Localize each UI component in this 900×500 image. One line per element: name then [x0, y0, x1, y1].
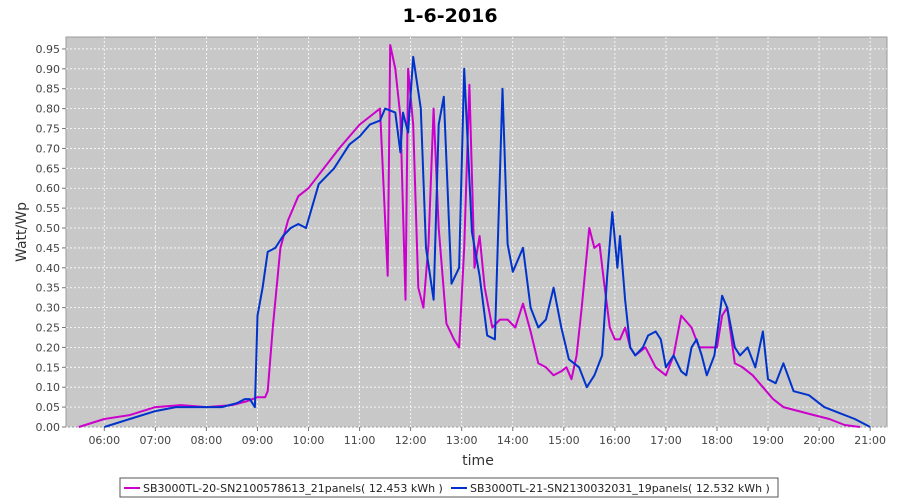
- y-tick-label: 0.65: [36, 162, 61, 175]
- y-tick-label: 0.55: [36, 202, 61, 215]
- x-tick-label: 10:00: [293, 434, 325, 447]
- y-tick-label: 0.50: [36, 222, 61, 235]
- legend: SB3000TL-20-SN2100578613_21panels( 12.45…: [119, 477, 779, 498]
- x-tick-label: 16:00: [599, 434, 631, 447]
- x-tick-label: 15:00: [548, 434, 580, 447]
- series-line-1: [78, 44, 861, 428]
- y-tick-label: 0.45: [36, 242, 61, 255]
- x-tick-label: 07:00: [139, 434, 171, 447]
- y-tick-label: 0.75: [36, 123, 61, 136]
- y-tick-label: 0.40: [36, 262, 61, 275]
- y-tick-label: 0.25: [36, 322, 61, 335]
- x-axis-ticks: 06:00 07:00 08:00 09:00 10:00 11:00 12:00 13:00…: [88, 427, 886, 447]
- x-tick-label: 13:00: [446, 434, 478, 447]
- y-tick-label: 0.05: [36, 401, 61, 414]
- x-tick-label: 12:00: [395, 434, 427, 447]
- x-tick-label: 09:00: [242, 434, 274, 447]
- x-tick-label: 06:00: [88, 434, 120, 447]
- plot-area: [65, 36, 888, 428]
- x-tick-label: 18:00: [701, 434, 733, 447]
- y-tick-label: 0.30: [36, 302, 61, 315]
- y-tick-label: 0.15: [36, 361, 61, 374]
- y-tick-label: 0.00: [36, 421, 61, 434]
- x-tick-label: 14:00: [497, 434, 529, 447]
- x-tick-label: 21:00: [854, 434, 886, 447]
- series-line-2: [104, 55, 871, 428]
- y-tick-label: 0.80: [36, 103, 61, 116]
- x-tick-label: 17:00: [650, 434, 682, 447]
- legend-label-series-2: SB3000TL-21-SN2130032031_19panels( 12.53…: [470, 482, 770, 495]
- y-tick-label: 0.35: [36, 282, 61, 295]
- x-tick-label: 20:00: [803, 434, 835, 447]
- legend-label-series-1: SB3000TL-20-SN2100578613_21panels( 12.45…: [143, 482, 443, 495]
- chart-title: 1-6-2016: [402, 5, 497, 27]
- x-tick-label: 19:00: [752, 434, 784, 447]
- x-axis-label: time: [462, 453, 494, 469]
- y-tick-label: 0.10: [36, 381, 61, 394]
- y-tick-label: 0.85: [36, 83, 61, 96]
- y-axis-label: Watt/Wp: [14, 202, 30, 262]
- x-tick-label: 11:00: [344, 434, 376, 447]
- series-lines: [78, 44, 871, 428]
- x-tick-label: 08:00: [191, 434, 223, 447]
- y-tick-label: 0.20: [36, 341, 61, 354]
- y-tick-label: 0.70: [36, 142, 61, 155]
- y-tick-label: 0.95: [36, 43, 61, 56]
- y-axis-ticks: 0.00 0.05 0.10 0.15 0.20 0.25 0.30 0.35 0.40 0.45…: [36, 43, 66, 434]
- y-tick-label: 0.60: [36, 182, 61, 195]
- legend-box: [119, 477, 779, 498]
- y-tick-label: 0.90: [36, 63, 61, 76]
